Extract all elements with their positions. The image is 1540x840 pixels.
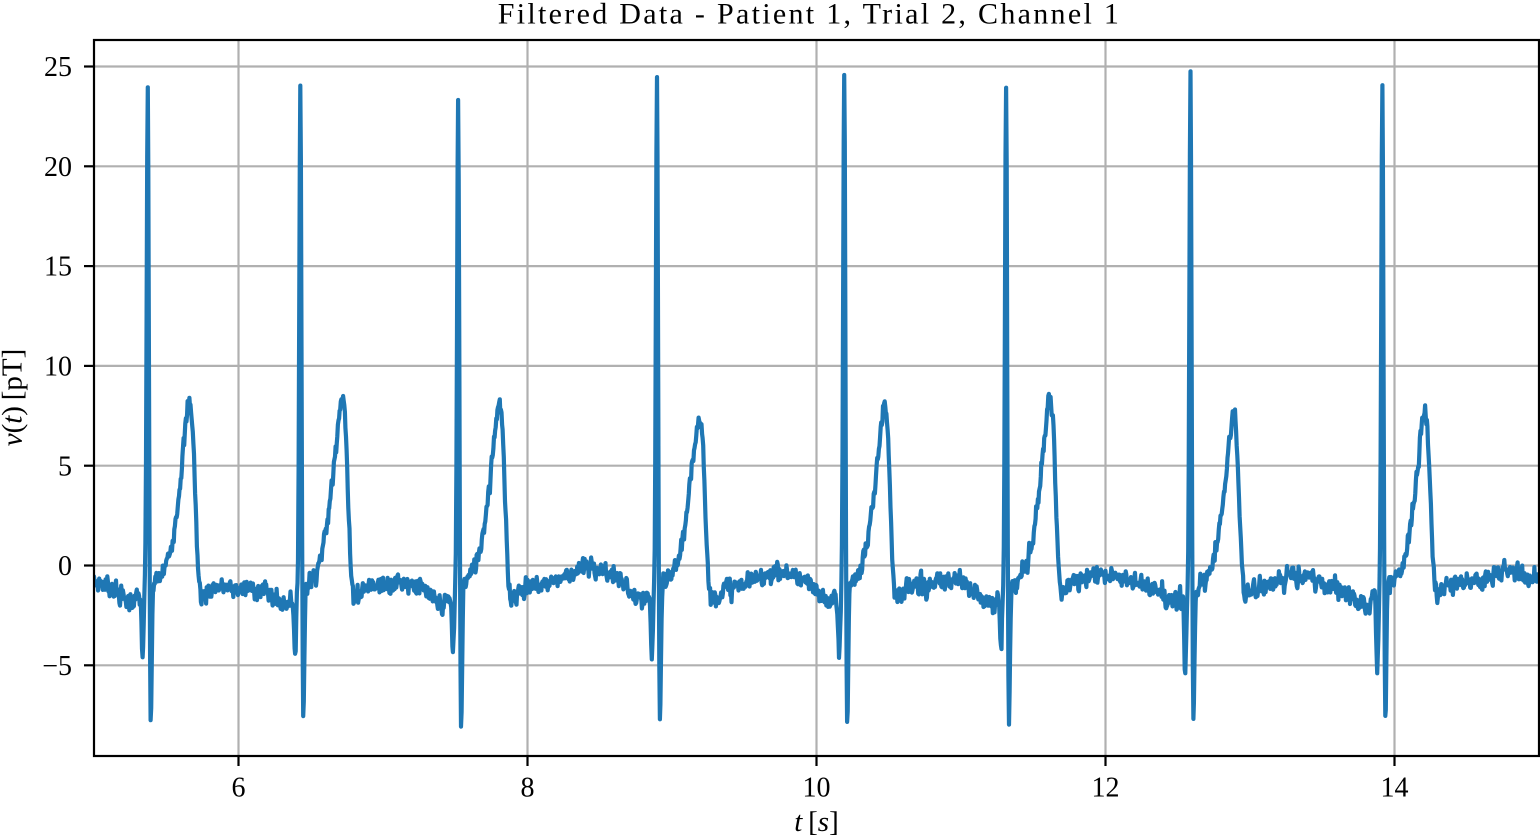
- svg-text:25: 25: [44, 52, 72, 83]
- svg-text:0: 0: [58, 551, 72, 582]
- svg-text:Filtered Data - Patient 1, Tri: Filtered Data - Patient 1, Trial 2, Chan…: [498, 0, 1121, 31]
- svg-text:6: 6: [232, 773, 246, 804]
- svg-text:14: 14: [1381, 773, 1409, 804]
- svg-text:10: 10: [803, 773, 831, 804]
- svg-text:15: 15: [44, 252, 72, 283]
- svg-text:−5: −5: [42, 651, 72, 682]
- svg-text:t [s]: t [s]: [794, 806, 839, 838]
- svg-text:12: 12: [1092, 773, 1120, 804]
- svg-text:v(t) [pT]: v(t) [pT]: [0, 349, 29, 447]
- svg-text:5: 5: [58, 451, 72, 482]
- svg-text:10: 10: [44, 352, 72, 383]
- svg-text:20: 20: [44, 152, 72, 183]
- svg-text:8: 8: [521, 773, 535, 804]
